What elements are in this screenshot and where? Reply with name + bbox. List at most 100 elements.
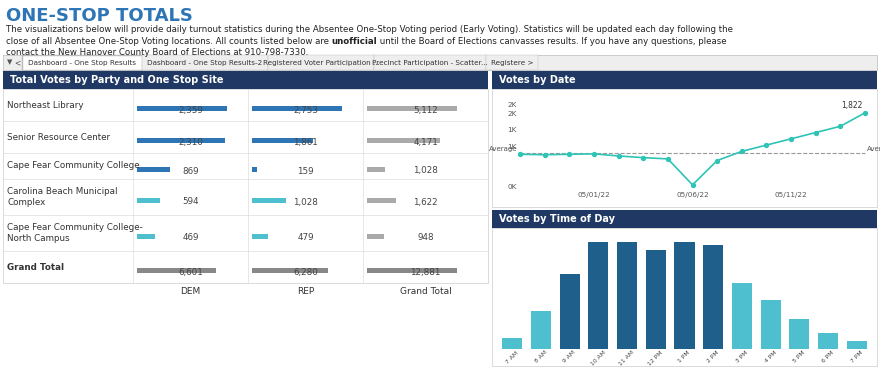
Text: Average: Average — [867, 146, 880, 152]
Text: ▼: ▼ — [7, 59, 12, 66]
Text: Precinct Participation - Scatter...: Precinct Participation - Scatter... — [372, 59, 488, 66]
Text: close of all Absentee One-Stop Voting locations. All counts listed below are: close of all Absentee One-Stop Voting lo… — [6, 37, 332, 45]
Bar — [789, 319, 810, 349]
Text: Cape Fear Community College-
North Campus: Cape Fear Community College- North Campu… — [7, 223, 143, 243]
Text: Registere >: Registere > — [491, 59, 533, 66]
Point — [612, 153, 626, 159]
Bar — [137, 167, 170, 172]
Point — [735, 148, 749, 154]
Bar — [3, 55, 877, 70]
Text: 9 AM: 9 AM — [562, 350, 576, 364]
Text: 5 PM: 5 PM — [792, 350, 806, 364]
Text: 2,359: 2,359 — [178, 106, 203, 114]
Bar — [492, 71, 877, 89]
Text: 594: 594 — [182, 197, 199, 207]
Text: 8 AM: 8 AM — [534, 350, 548, 364]
Bar — [502, 338, 523, 349]
Text: Senior Resource Center: Senior Resource Center — [7, 132, 110, 141]
Bar — [142, 55, 268, 70]
Text: 6,601: 6,601 — [178, 268, 203, 276]
Text: 1,028: 1,028 — [293, 197, 318, 207]
Text: 2K: 2K — [508, 111, 517, 117]
Bar — [252, 198, 286, 203]
Bar — [367, 198, 395, 203]
Text: 1,028: 1,028 — [413, 166, 438, 176]
Bar — [3, 71, 488, 89]
Bar — [367, 234, 384, 239]
Bar — [847, 341, 867, 349]
Bar — [674, 242, 694, 349]
Point — [858, 110, 872, 116]
Text: 1K: 1K — [508, 127, 517, 134]
Bar — [732, 283, 752, 349]
Bar — [703, 245, 723, 349]
Text: 2 PM: 2 PM — [707, 350, 720, 364]
Bar — [646, 250, 666, 349]
Text: 7 AM: 7 AM — [505, 350, 519, 364]
Point — [784, 136, 798, 142]
Bar — [137, 268, 216, 273]
Bar — [492, 89, 877, 207]
Text: 12,881: 12,881 — [410, 268, 441, 276]
Text: 159: 159 — [297, 166, 314, 176]
Point — [710, 158, 724, 163]
Point — [686, 182, 700, 188]
Text: 05/11/22: 05/11/22 — [774, 192, 808, 198]
Text: ONE-STOP TOTALS: ONE-STOP TOTALS — [6, 7, 193, 25]
Point — [636, 155, 650, 161]
Text: Votes by Date: Votes by Date — [499, 75, 576, 85]
Text: 4,171: 4,171 — [413, 138, 438, 146]
Point — [513, 151, 527, 157]
Text: 469: 469 — [182, 234, 199, 242]
Text: 1,822: 1,822 — [841, 101, 863, 110]
Point — [809, 130, 823, 135]
Bar — [374, 55, 486, 70]
Text: 1,622: 1,622 — [414, 197, 438, 207]
Bar — [818, 332, 838, 349]
Bar — [137, 138, 225, 143]
Bar — [492, 228, 877, 366]
Text: 05/01/22: 05/01/22 — [577, 192, 611, 198]
Bar — [531, 311, 551, 349]
Bar — [252, 268, 327, 273]
Text: REP: REP — [297, 286, 314, 296]
Text: Registered Voter Participation ...: Registered Voter Participation ... — [263, 59, 379, 66]
Text: Average: Average — [488, 146, 517, 152]
Bar — [486, 55, 538, 70]
Text: 12 PM: 12 PM — [648, 350, 664, 367]
Text: 2,310: 2,310 — [178, 138, 203, 146]
Text: 1,861: 1,861 — [293, 138, 318, 146]
Point — [661, 156, 675, 162]
Point — [562, 151, 576, 157]
Text: Cape Fear Community College: Cape Fear Community College — [7, 162, 140, 170]
Text: Dashboard - One Stop Results-2: Dashboard - One Stop Results-2 — [147, 59, 262, 66]
Bar — [367, 167, 385, 172]
Bar — [137, 234, 155, 239]
Text: 1 PM: 1 PM — [678, 350, 692, 364]
Text: The visualizations below will provide daily turnout statistics during the Absent: The visualizations below will provide da… — [6, 25, 733, 34]
Text: <: < — [14, 58, 20, 67]
Text: 948: 948 — [417, 234, 434, 242]
Text: 5,112: 5,112 — [413, 106, 438, 114]
Text: 869: 869 — [182, 166, 199, 176]
Text: 2,753: 2,753 — [293, 106, 318, 114]
Bar — [760, 300, 781, 349]
Bar — [268, 55, 374, 70]
Bar — [617, 242, 637, 349]
Text: unofficial: unofficial — [332, 37, 378, 45]
Text: Total Votes by Party and One Stop Site: Total Votes by Party and One Stop Site — [10, 75, 224, 85]
Bar — [252, 234, 268, 239]
Bar — [560, 273, 580, 349]
Text: 7 PM: 7 PM — [850, 350, 863, 364]
Text: Votes by Time of Day: Votes by Time of Day — [499, 214, 615, 224]
Bar — [252, 167, 257, 172]
Point — [587, 151, 601, 157]
Text: Carolina Beach Municipal
Complex: Carolina Beach Municipal Complex — [7, 187, 118, 207]
Bar — [589, 242, 608, 349]
Bar — [367, 106, 457, 111]
Bar — [492, 210, 877, 228]
Text: 4 PM: 4 PM — [764, 350, 777, 364]
Text: contact the New Hanover County Board of Elections at 910-798-7330.: contact the New Hanover County Board of … — [6, 48, 308, 57]
Bar — [137, 198, 159, 203]
Bar — [22, 55, 142, 70]
